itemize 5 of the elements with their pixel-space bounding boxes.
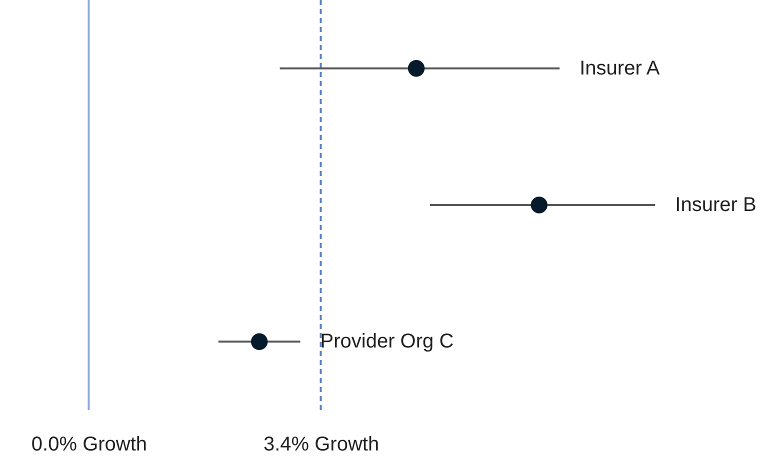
y-tick-label: Insurer B [675, 194, 756, 216]
y-tick-label: Insurer A [580, 57, 660, 80]
y-tick-label: Provider Org C [320, 330, 454, 353]
x-tick-label: 0.0% Growth [31, 434, 148, 456]
x-tick-label: 3.4% Growth [263, 434, 380, 456]
